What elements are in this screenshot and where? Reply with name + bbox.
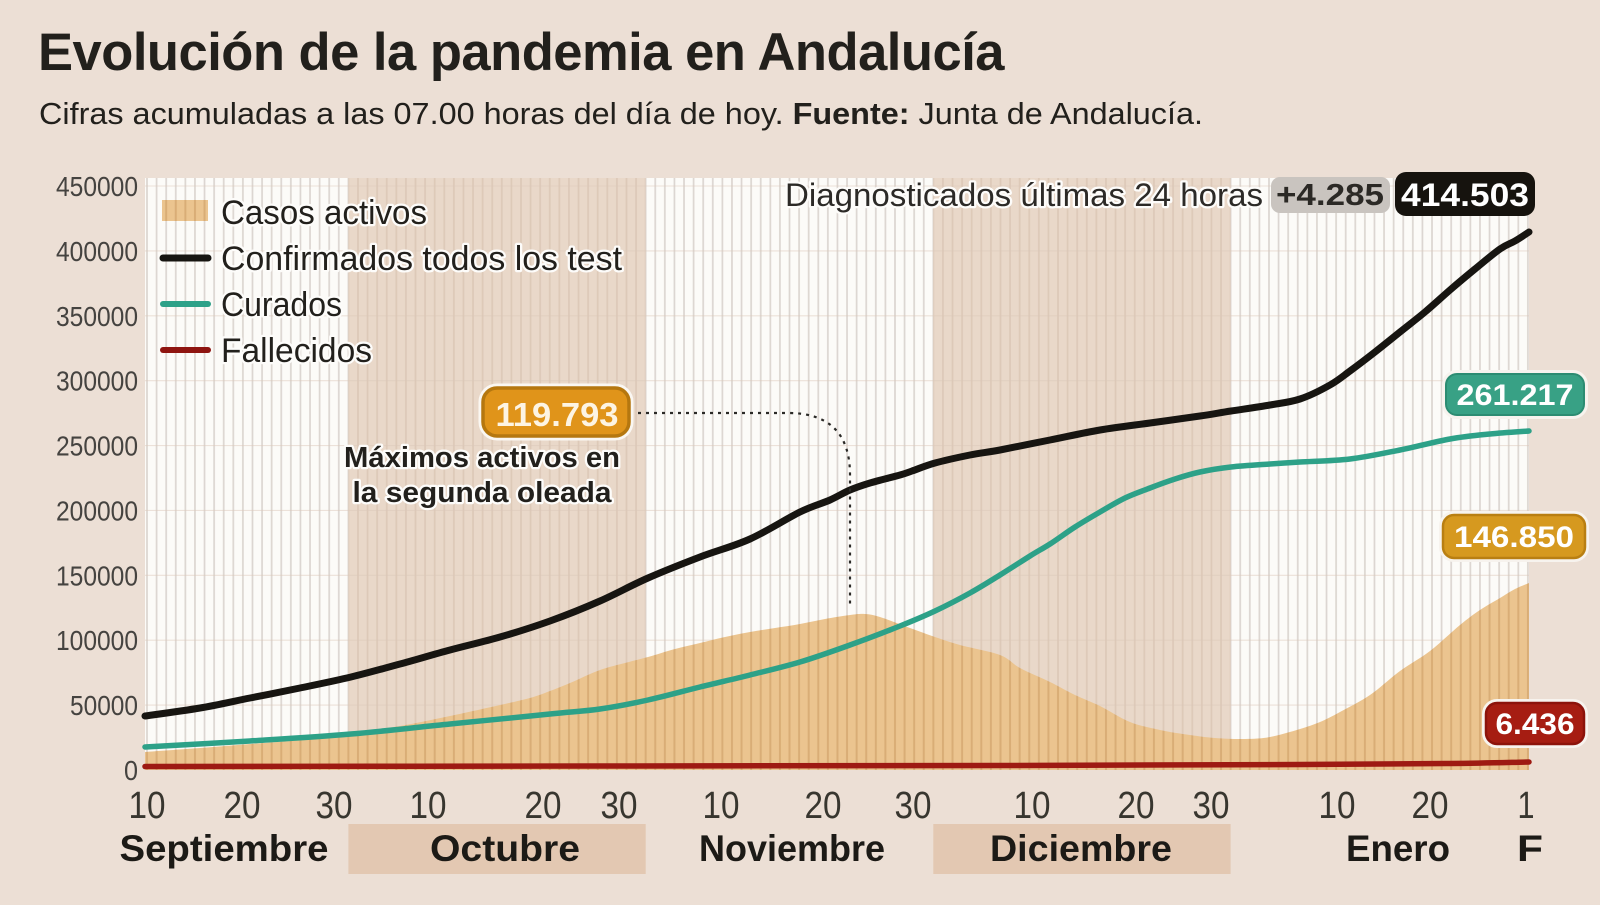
svg-text:30: 30 [1193, 785, 1230, 827]
svg-text:300000: 300000 [56, 366, 138, 397]
svg-text:Septiembre: Septiembre [120, 827, 329, 869]
svg-text:Cifras acumuladas a las 07.00: Cifras acumuladas a las 07.00 horas del … [39, 96, 1203, 131]
svg-text:250000: 250000 [56, 431, 138, 462]
svg-text:10: 10 [1319, 785, 1356, 827]
svg-text:10: 10 [410, 785, 447, 827]
svg-text:30: 30 [316, 785, 353, 827]
svg-text:Enero: Enero [1346, 827, 1450, 869]
svg-text:10: 10 [703, 785, 740, 827]
svg-text:0: 0 [124, 755, 138, 786]
svg-text:Casos activos: Casos activos [221, 194, 427, 232]
svg-text:Diagnosticados últimas 24 hora: Diagnosticados últimas 24 horas [785, 177, 1263, 213]
svg-text:Diciembre: Diciembre [990, 827, 1172, 869]
svg-text:Octubre: Octubre [430, 827, 580, 869]
svg-text:20: 20 [1412, 785, 1449, 827]
svg-text:20: 20 [1118, 785, 1155, 827]
svg-text:261.217: 261.217 [1457, 379, 1574, 412]
svg-text:Curados: Curados [221, 286, 342, 324]
svg-text:150000: 150000 [56, 560, 138, 591]
svg-text:50000: 50000 [70, 690, 138, 721]
svg-text:6.436: 6.436 [1496, 708, 1575, 741]
svg-text:30: 30 [601, 785, 638, 827]
svg-text:400000: 400000 [56, 236, 138, 267]
svg-text:1: 1 [1518, 785, 1535, 827]
svg-text:100000: 100000 [56, 625, 138, 656]
svg-text:146.850: 146.850 [1454, 521, 1574, 554]
svg-text:Noviembre: Noviembre [699, 827, 885, 869]
svg-text:F: F [1517, 827, 1543, 869]
svg-text:200000: 200000 [56, 495, 138, 526]
svg-text:10: 10 [129, 785, 166, 827]
svg-text:119.793: 119.793 [496, 396, 619, 433]
svg-text:450000: 450000 [56, 171, 138, 202]
svg-text:20: 20 [525, 785, 562, 827]
svg-text:Confirmados todos los test: Confirmados todos los test [221, 240, 623, 278]
svg-text:Fallecidos: Fallecidos [221, 332, 372, 370]
svg-text:la segunda oleada: la segunda oleada [353, 477, 613, 509]
svg-text:350000: 350000 [56, 301, 138, 332]
svg-text:414.503: 414.503 [1401, 177, 1529, 213]
svg-text:Máximos activos en: Máximos activos en [344, 442, 620, 474]
svg-text:Evolución de la pandemia en An: Evolución de la pandemia en Andalucía [38, 23, 1005, 82]
svg-text:10: 10 [1014, 785, 1051, 827]
svg-text:30: 30 [895, 785, 932, 827]
svg-text:20: 20 [805, 785, 842, 827]
svg-text:20: 20 [224, 785, 261, 827]
svg-text:+4.285: +4.285 [1276, 177, 1384, 212]
